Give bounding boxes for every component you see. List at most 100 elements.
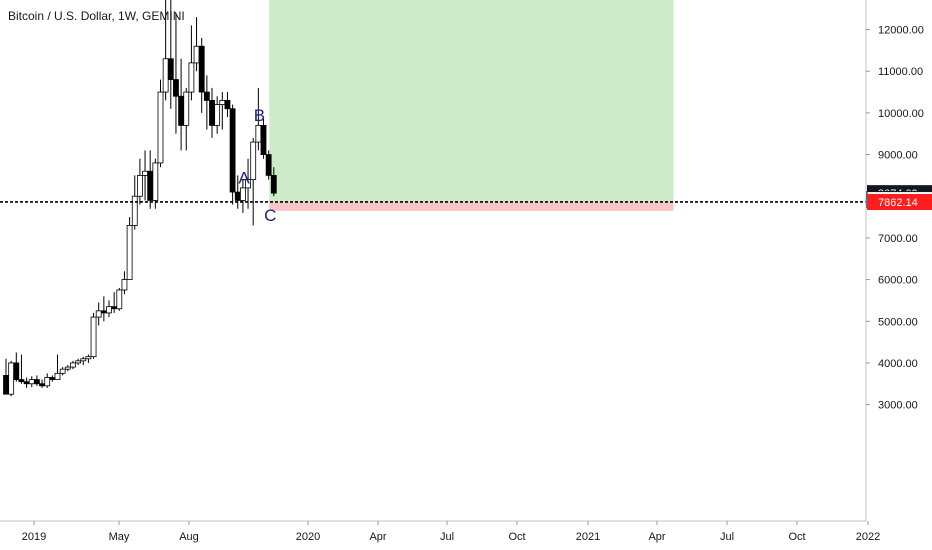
candle	[44, 373, 51, 388]
x-tick-label: 2021	[576, 531, 600, 543]
candle	[8, 360, 15, 397]
candle-body	[90, 316, 97, 358]
y-tick-label: 10000.00	[878, 108, 924, 120]
candle-body	[239, 187, 246, 201]
candle	[152, 158, 159, 209]
candle	[188, 25, 195, 101]
y-tick-label: 9000.00	[878, 150, 918, 162]
candle	[131, 175, 138, 230]
candle	[111, 292, 118, 313]
candle	[90, 312, 97, 359]
candle-body	[173, 79, 179, 97]
candle	[219, 92, 226, 130]
y-tick-label: 4000.00	[878, 358, 918, 370]
candle	[250, 137, 257, 226]
x-tick-label: Jul	[440, 531, 454, 543]
price-tag: 7862.14	[867, 193, 932, 210]
candle	[239, 179, 246, 213]
candle	[162, 0, 169, 101]
candle	[245, 158, 251, 209]
candle-body	[75, 360, 81, 364]
candle-body	[136, 175, 143, 197]
candle-body	[162, 58, 169, 93]
candle-body	[142, 170, 148, 176]
candle-body	[8, 362, 15, 395]
candle-body	[229, 108, 236, 193]
candle-body	[203, 91, 210, 101]
candle	[54, 354, 61, 380]
candle	[270, 167, 277, 197]
y-tick-label: 6000.00	[878, 275, 918, 287]
y-tick-label: 12000.00	[878, 25, 924, 37]
chart-title: Bitcoin / U.S. Dollar, 1W, GEMINI	[8, 9, 185, 23]
y-tick-label: 11000.00	[878, 66, 923, 78]
candle-body	[131, 195, 138, 226]
candle-body	[234, 191, 241, 201]
wave-label-C: C	[264, 206, 276, 225]
candle	[100, 296, 107, 322]
candle	[59, 367, 66, 376]
candle	[178, 58, 185, 151]
candle-body	[34, 379, 40, 385]
candle-body	[3, 375, 9, 395]
candle-body	[167, 58, 174, 80]
candle-body	[49, 377, 56, 380]
candle	[214, 96, 221, 134]
candle-body	[18, 379, 25, 383]
candle	[116, 287, 123, 311]
candle	[173, 12, 179, 134]
candle	[95, 302, 102, 326]
x-tick-label: 2020	[296, 531, 320, 543]
x-tick-label: 2022	[856, 531, 880, 543]
candle-body	[188, 62, 195, 93]
candle	[126, 217, 133, 280]
price-tag-box	[867, 193, 932, 210]
candle-body	[270, 175, 277, 194]
candle-body	[183, 91, 190, 126]
y-tick-label: 3000.00	[878, 400, 918, 412]
candle	[18, 354, 25, 384]
candle	[70, 360, 76, 370]
candle	[80, 356, 87, 366]
candle-body	[152, 162, 159, 201]
candle-body	[64, 366, 71, 370]
x-tick-label: Apr	[648, 531, 665, 543]
candle	[157, 79, 164, 168]
profit-zone	[269, 0, 674, 202]
candle	[23, 377, 30, 388]
candle	[49, 375, 56, 382]
candle	[265, 150, 272, 180]
candle	[85, 354, 92, 363]
candle	[121, 271, 128, 295]
candle	[224, 92, 231, 118]
candle	[106, 300, 112, 318]
wave-label-A: A	[238, 169, 250, 188]
candle-body	[106, 306, 112, 314]
wave-label-B: B	[254, 106, 265, 125]
candle-body	[157, 91, 164, 164]
candle-body	[255, 125, 262, 143]
stop-zone	[269, 201, 674, 211]
candle	[198, 37, 205, 113]
candle	[13, 352, 20, 382]
candle	[183, 87, 190, 151]
candle	[64, 365, 71, 372]
candle-body	[147, 170, 154, 201]
y-tick-label: 5000.00	[878, 316, 918, 328]
candle-body	[209, 99, 215, 126]
candle	[3, 358, 9, 395]
candle-body	[214, 104, 221, 126]
candle	[203, 75, 210, 130]
candle-body	[23, 381, 30, 385]
candle-body	[245, 179, 251, 189]
candle-body	[111, 306, 118, 310]
candle	[34, 375, 40, 386]
candle	[39, 379, 45, 388]
candle	[193, 17, 200, 72]
candle-body	[100, 310, 107, 314]
candle-body	[198, 45, 205, 93]
candle-body	[54, 372, 61, 380]
candle	[209, 87, 215, 138]
candle-body	[70, 362, 76, 368]
